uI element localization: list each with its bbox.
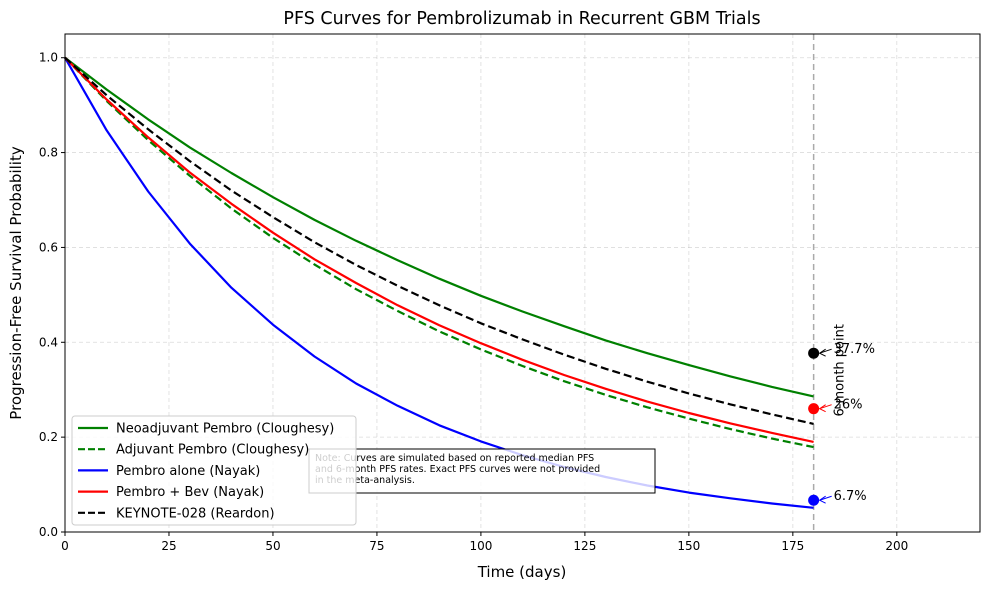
annotation-arrow [819,348,832,354]
y-tick-label: 0.6 [39,240,58,254]
x-tick-label: 25 [161,539,176,553]
marker-label: 26% [834,398,863,413]
x-tick-label: 0 [61,539,69,553]
series-line [64,56,814,449]
legend-label: Neoadjuvant Pembro (Cloughesy) [116,422,334,437]
series-line [64,56,814,398]
legend-label: Pembro + Bev (Nayak) [116,485,264,500]
y-axis-label: Progression-Free Survival Probability [7,146,25,420]
x-tick-label: 100 [469,539,492,553]
x-tick-label: 125 [573,539,596,553]
x-tick-label: 175 [781,539,804,553]
x-axis-ticks: 0 25 50 75 100 125 150 175 200 [61,532,908,553]
six-month-vline: 6-month point [812,34,848,532]
series-line [64,56,814,443]
annotation-arrow [819,404,832,410]
note-line: in the meta-analysis. [315,475,415,486]
six-month-label: 6-month point [833,324,848,416]
arrow-head [818,495,826,504]
series-line [64,57,814,509]
x-tick-label: 75 [369,539,384,553]
note-box [308,448,656,494]
simulation-note: Note: Curves are simulated based on repo… [308,448,656,494]
marker-label: 6.7% [834,489,867,504]
legend-box [71,415,357,526]
six-month-marker [808,494,820,506]
legend: Neoadjuvant Pembro (Cloughesy) Adjuvant P… [71,415,357,526]
marker-label: 37.7% [834,342,875,357]
legend-label: KEYNOTE-028 (Reardon) [116,506,275,521]
x-tick-label: 200 [885,539,908,553]
six-month-marker [808,347,820,359]
note-line: and 6-month PFS rates. Exact PFS curves … [315,464,600,475]
plot-frame [64,33,981,533]
chart-title: PFS Curves for Pembrolizumab in Recurren… [283,9,760,29]
six-month-markers: 37.7% 26% 6.7% [808,342,875,506]
x-axis-label: Time (days) [477,563,567,581]
series-line [64,56,814,425]
y-tick-label: 0.2 [39,430,58,444]
six-month-marker [808,403,820,415]
y-tick-label: 0.4 [39,335,58,349]
y-tick-label: 0.8 [39,146,58,160]
x-tick-label: 150 [677,539,700,553]
y-tick-label: 0.0 [39,525,58,539]
legend-label: Adjuvant Pembro (Cloughesy) [116,443,309,458]
note-line: Note: Curves are simulated based on repo… [315,453,594,464]
series-lines [64,56,814,509]
y-tick-label: 1.0 [39,51,58,65]
arrow-head [818,404,826,413]
legend-label: Pembro alone (Nayak) [116,464,260,479]
x-tick-label: 50 [265,539,280,553]
annotation-arrow [819,495,832,501]
y-axis-ticks: 0.0 0.2 0.4 0.6 0.8 1.0 [39,51,65,539]
arrow-head [818,348,826,357]
